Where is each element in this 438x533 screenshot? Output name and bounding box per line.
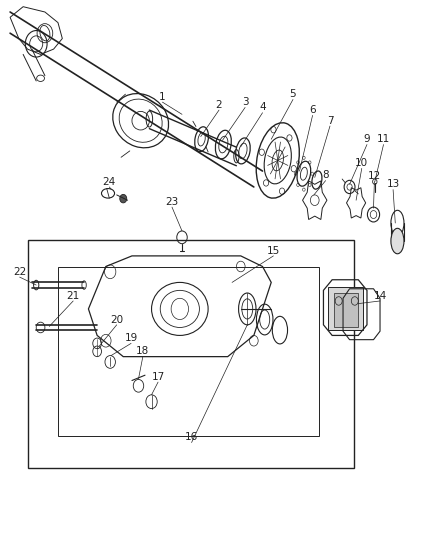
Text: 3: 3	[242, 97, 248, 107]
Text: 10: 10	[355, 158, 368, 168]
Circle shape	[120, 195, 127, 203]
Text: 8: 8	[322, 171, 329, 180]
Text: 17: 17	[152, 372, 165, 382]
FancyBboxPatch shape	[334, 293, 358, 327]
Text: 22: 22	[13, 267, 26, 277]
Text: 15: 15	[267, 246, 280, 256]
Text: 6: 6	[309, 105, 316, 115]
Text: 4: 4	[259, 102, 266, 112]
Text: 12: 12	[368, 172, 381, 181]
Text: 13: 13	[386, 179, 400, 189]
Text: 2: 2	[215, 100, 223, 110]
Text: 23: 23	[166, 197, 179, 207]
Text: 11: 11	[377, 134, 390, 144]
FancyBboxPatch shape	[328, 287, 363, 330]
Text: 20: 20	[110, 314, 123, 325]
Text: 16: 16	[185, 432, 198, 442]
Text: 1: 1	[159, 92, 166, 102]
Text: 18: 18	[136, 346, 149, 357]
Text: 24: 24	[102, 176, 116, 187]
Text: 7: 7	[327, 116, 333, 126]
Text: 19: 19	[124, 333, 138, 343]
Text: 21: 21	[67, 290, 80, 301]
Text: 5: 5	[290, 89, 296, 99]
Text: 14: 14	[374, 290, 387, 301]
Ellipse shape	[391, 228, 404, 254]
Text: 9: 9	[364, 134, 370, 144]
